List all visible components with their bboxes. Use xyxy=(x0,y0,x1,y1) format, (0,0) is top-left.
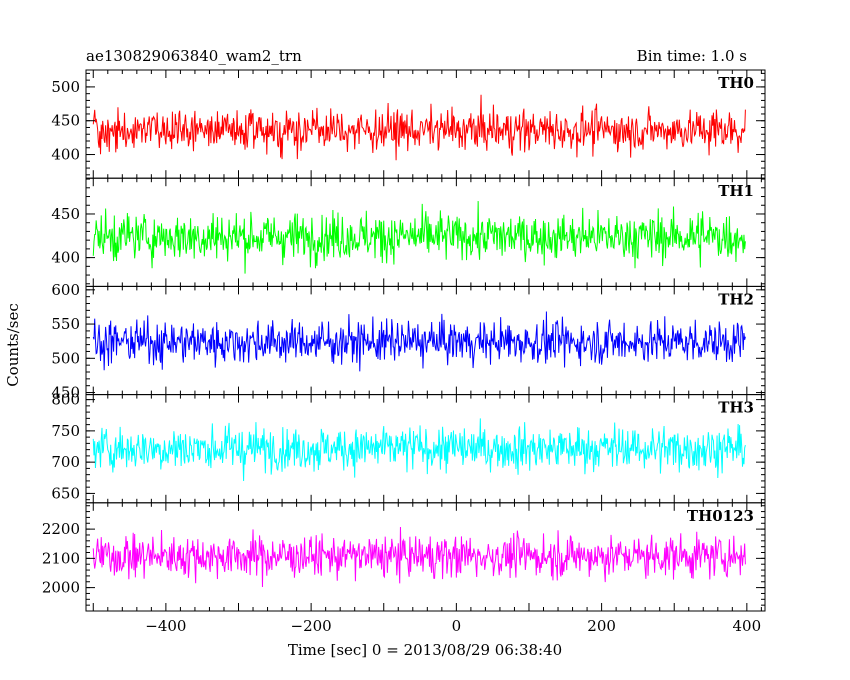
y-tick-label: 800 xyxy=(51,391,80,409)
y-tick-label: 750 xyxy=(51,422,80,440)
bin-time-label: Bin time: 1.0 s xyxy=(637,47,747,65)
x-axis: −400 −200 0 200 400 xyxy=(92,70,762,635)
chart-title: ae130829063840_wam2_trn xyxy=(86,47,302,65)
x-tick-label: 200 xyxy=(587,617,616,635)
y-tick-label: 500 xyxy=(51,349,80,367)
x-tick-label: −200 xyxy=(291,617,332,635)
y-tick-label: 450 xyxy=(51,205,80,223)
series-line-th1 xyxy=(92,201,746,274)
y-tick-label: 500 xyxy=(51,78,80,96)
y-tick-label: 550 xyxy=(51,315,80,333)
x-axis-label: Time [sec] 0 = 2013/08/29 06:38:40 xyxy=(288,641,562,659)
x-tick-label: −400 xyxy=(145,617,186,635)
series-line-th0 xyxy=(92,94,746,161)
y-tick-label: 600 xyxy=(51,281,80,299)
panel-th0: 400 450 500 TH0 xyxy=(51,69,766,179)
series-line-th0123 xyxy=(92,526,746,588)
y-tick-label: 2200 xyxy=(42,520,80,538)
y-tick-label: 450 xyxy=(51,384,80,402)
y-tick-label: 650 xyxy=(51,484,80,502)
panel-label-th0123: TH0123 xyxy=(687,507,754,525)
y-tick-label: 400 xyxy=(51,146,80,164)
panel-label-th2: TH2 xyxy=(718,290,754,308)
y-tick-label: 400 xyxy=(51,249,80,267)
series-line-th2 xyxy=(92,311,746,372)
y-tick-label: 700 xyxy=(51,453,80,471)
panel-label-th3: TH3 xyxy=(718,399,754,417)
y-axis-label: Counts/sec xyxy=(4,303,22,387)
y-tick-label: 450 xyxy=(51,112,80,130)
y-tick-label: 2000 xyxy=(42,579,80,597)
panel-frame xyxy=(85,502,766,612)
y-tick-label: 2100 xyxy=(42,549,80,567)
panel-frame xyxy=(85,177,766,287)
panels-group: 400 450 500 TH0 400 450 TH1 450 500 550 600 TH2 650 7… xyxy=(42,69,766,612)
panel-label-th0: TH0 xyxy=(718,74,754,92)
panel-label-th1: TH1 xyxy=(718,182,754,200)
panel-th1: 400 450 TH1 xyxy=(51,177,766,287)
x-tick-label: 0 xyxy=(452,617,462,635)
panel-th2: 450 500 550 600 TH2 xyxy=(51,281,766,402)
panel-th3: 650 700 750 800 TH3 xyxy=(51,391,766,504)
x-tick-label: 400 xyxy=(733,617,762,635)
panel-th0123: 2000 2100 2200 TH0123 xyxy=(42,502,766,612)
series-line-th3 xyxy=(92,418,746,482)
